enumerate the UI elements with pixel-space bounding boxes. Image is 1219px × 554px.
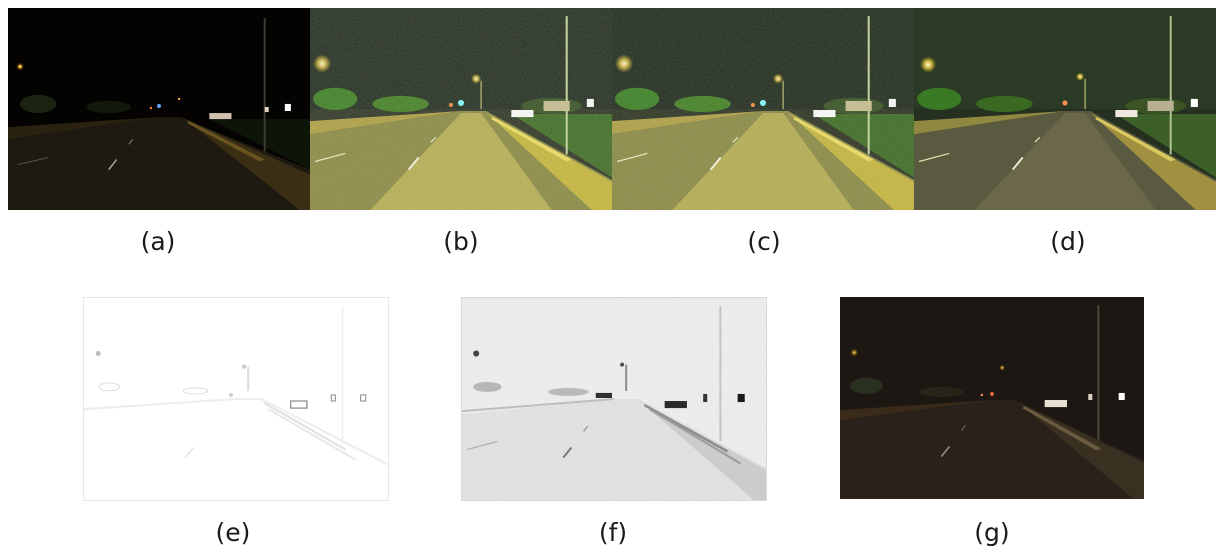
caption-b: (b): [443, 227, 479, 256]
image-panel-d: [914, 8, 1216, 210]
faint-grey-map: [84, 298, 388, 500]
image-panel-a: [8, 8, 310, 210]
night-road-photo-enhanced-noisy: [310, 8, 612, 210]
image-panel-f: [461, 297, 767, 501]
caption-c: (c): [747, 227, 781, 256]
caption-e: (e): [215, 518, 251, 547]
caption-g: (g): [974, 518, 1010, 547]
night-road-photo-enhanced-smooth: [914, 8, 1216, 210]
grey-map: [462, 298, 766, 500]
night-road-photo-enhanced-noisy-2: [612, 8, 914, 210]
image-panel-b: [310, 8, 612, 210]
night-road-photo-dark: [8, 8, 310, 210]
night-road-photo-dim: [840, 297, 1144, 499]
image-panel-c: [612, 8, 914, 210]
image-panel-e: [83, 297, 389, 501]
caption-f: (f): [598, 518, 628, 547]
image-panel-g: [840, 297, 1144, 499]
caption-d: (d): [1050, 227, 1086, 256]
caption-a: (a): [140, 227, 176, 256]
